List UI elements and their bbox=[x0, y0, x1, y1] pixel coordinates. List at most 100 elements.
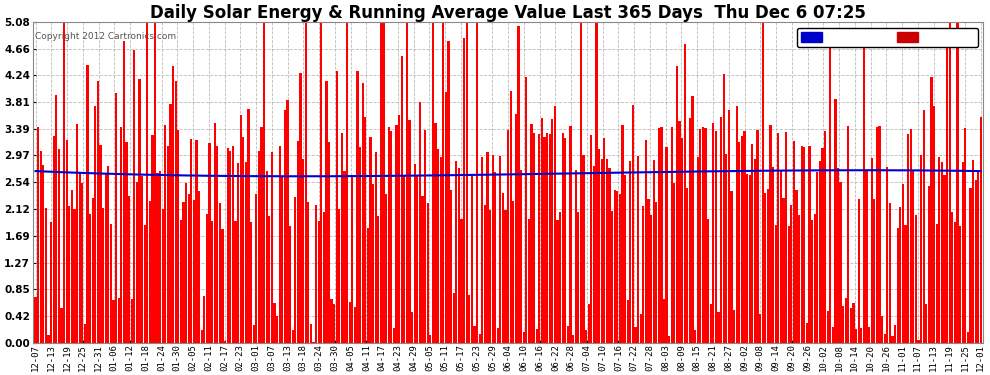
Bar bbox=[185, 183, 187, 343]
Bar bbox=[265, 171, 267, 343]
Bar bbox=[390, 131, 392, 343]
Bar bbox=[712, 123, 715, 343]
Bar bbox=[209, 143, 211, 343]
Bar bbox=[676, 66, 678, 343]
Bar bbox=[40, 151, 42, 343]
Bar bbox=[60, 308, 62, 343]
Bar bbox=[668, 336, 670, 343]
Bar bbox=[294, 197, 296, 343]
Bar bbox=[364, 117, 366, 343]
Bar bbox=[398, 115, 400, 343]
Bar bbox=[829, 36, 832, 343]
Bar bbox=[380, 22, 382, 343]
Bar bbox=[720, 117, 723, 343]
Bar bbox=[97, 81, 99, 343]
Bar bbox=[808, 146, 811, 343]
Bar bbox=[169, 104, 171, 343]
Bar bbox=[491, 155, 494, 343]
Bar bbox=[910, 129, 912, 343]
Bar bbox=[489, 210, 491, 343]
Bar bbox=[257, 151, 260, 343]
Bar bbox=[731, 190, 733, 343]
Bar bbox=[816, 172, 819, 343]
Bar bbox=[601, 159, 603, 343]
Bar bbox=[681, 138, 683, 343]
Bar bbox=[865, 170, 867, 343]
Bar bbox=[164, 125, 166, 343]
Bar bbox=[174, 81, 177, 343]
Bar bbox=[907, 134, 909, 343]
Bar bbox=[449, 190, 452, 343]
Bar bbox=[232, 147, 234, 343]
Bar bbox=[52, 136, 54, 343]
Bar bbox=[447, 41, 449, 343]
Bar bbox=[203, 296, 206, 343]
Bar bbox=[211, 221, 213, 343]
Bar bbox=[943, 175, 945, 343]
Bar bbox=[507, 130, 509, 343]
Bar bbox=[644, 141, 646, 343]
Bar bbox=[147, 22, 148, 343]
Bar bbox=[899, 207, 902, 343]
Bar bbox=[414, 164, 416, 343]
Bar bbox=[201, 330, 203, 343]
Bar bbox=[533, 133, 536, 343]
Bar bbox=[468, 295, 470, 343]
Bar bbox=[873, 199, 875, 343]
Bar bbox=[718, 312, 720, 343]
Bar bbox=[372, 184, 374, 343]
Bar bbox=[837, 168, 840, 343]
Bar bbox=[86, 65, 88, 343]
Bar bbox=[595, 22, 598, 343]
Bar bbox=[172, 66, 174, 343]
Bar bbox=[769, 125, 771, 343]
Bar bbox=[63, 22, 65, 343]
Bar bbox=[611, 211, 613, 343]
Bar bbox=[897, 228, 899, 343]
Bar bbox=[318, 221, 320, 343]
Bar bbox=[801, 147, 803, 343]
Bar bbox=[385, 195, 387, 343]
Bar bbox=[905, 225, 907, 343]
Bar bbox=[341, 134, 344, 343]
Bar bbox=[307, 202, 309, 343]
Bar bbox=[780, 171, 782, 343]
Bar bbox=[827, 311, 829, 343]
Bar bbox=[284, 110, 286, 343]
Bar bbox=[974, 180, 977, 343]
Bar bbox=[55, 95, 57, 343]
Bar bbox=[673, 183, 675, 343]
Bar bbox=[889, 202, 891, 343]
Bar bbox=[790, 205, 792, 343]
Bar bbox=[849, 308, 852, 343]
Bar bbox=[614, 190, 616, 343]
Bar bbox=[460, 219, 462, 343]
Bar bbox=[424, 130, 426, 343]
Bar bbox=[940, 162, 943, 343]
Bar bbox=[753, 159, 756, 343]
Bar bbox=[593, 166, 595, 343]
Bar bbox=[230, 151, 232, 343]
Bar bbox=[457, 168, 460, 343]
Bar bbox=[151, 135, 153, 343]
Bar bbox=[110, 224, 112, 343]
Bar bbox=[89, 214, 91, 343]
Bar bbox=[478, 334, 481, 343]
Bar bbox=[847, 126, 849, 343]
Bar bbox=[574, 170, 577, 343]
Bar bbox=[756, 130, 758, 343]
Bar bbox=[167, 146, 169, 343]
Bar bbox=[182, 202, 185, 343]
Bar bbox=[440, 157, 442, 343]
Bar bbox=[733, 310, 736, 343]
Bar bbox=[884, 334, 886, 343]
Legend: Average  ($), Daily  ($): Average ($), Daily ($) bbox=[797, 27, 978, 47]
Bar bbox=[243, 136, 245, 343]
Bar bbox=[803, 147, 805, 343]
Bar bbox=[57, 149, 60, 343]
Bar bbox=[35, 297, 37, 343]
Bar bbox=[678, 121, 681, 343]
Bar bbox=[793, 141, 795, 343]
Bar bbox=[494, 172, 496, 343]
Bar bbox=[844, 298, 846, 343]
